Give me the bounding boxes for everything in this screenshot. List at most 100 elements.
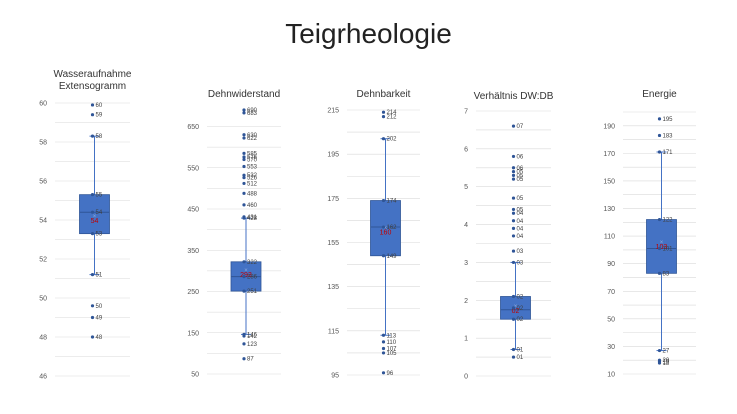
mean-label: 160 — [380, 229, 392, 236]
data-point-label: 488 — [247, 191, 258, 197]
y-tick-label: 70 — [607, 289, 615, 296]
y-tick-label: 60 — [39, 101, 47, 108]
data-point-label: 460 — [247, 203, 258, 209]
data-point — [381, 371, 386, 375]
y-tick-label: 50 — [607, 316, 615, 323]
panel-title: Energie — [642, 89, 677, 100]
data-point-label: 630 — [247, 133, 258, 139]
y-tick-label: 0 — [464, 374, 468, 381]
y-tick-label: 58 — [39, 140, 47, 147]
data-point-label: 107 — [387, 347, 398, 353]
data-point — [657, 246, 662, 251]
iqr-box — [370, 200, 401, 257]
y-tick-label: 1 — [464, 336, 468, 343]
panel-title: Dehnbarkeit — [357, 89, 411, 100]
data-point — [381, 225, 386, 229]
mean-marker: × — [514, 304, 518, 310]
data-point-label: 06 — [517, 154, 524, 160]
data-point-label: 01 — [517, 348, 524, 354]
y-tick-label: 215 — [327, 108, 339, 115]
data-point-label: 59 — [96, 113, 103, 119]
data-point — [242, 108, 246, 112]
data-point — [657, 133, 662, 138]
data-point — [242, 334, 246, 338]
data-point-label: 27 — [663, 349, 670, 355]
data-point — [242, 203, 246, 207]
data-point-label: 214 — [387, 110, 398, 116]
data-point — [242, 151, 246, 155]
data-point — [511, 234, 516, 238]
data-point-label: 576 — [247, 155, 258, 161]
data-point-label: 110 — [387, 340, 397, 346]
data-point — [511, 317, 516, 321]
data-point-label: 96 — [387, 371, 394, 377]
data-point-label: 195 — [663, 117, 674, 123]
data-point-label: 20 — [663, 358, 670, 364]
data-point-label: 532 — [247, 173, 258, 179]
data-point-label: 526 — [247, 176, 258, 182]
data-point — [657, 117, 662, 121]
mean-marker: × — [660, 240, 664, 246]
data-point-label: 101 — [663, 247, 674, 253]
data-point — [657, 361, 662, 365]
data-point-label: 585 — [247, 151, 258, 157]
data-point-label: 87 — [247, 357, 254, 363]
data-point — [511, 166, 516, 170]
y-tick-label: 190 — [603, 123, 615, 130]
panel-title: Wasseraufnahme — [54, 69, 132, 80]
data-point — [242, 342, 246, 346]
data-point — [242, 181, 246, 186]
y-tick-label: 50 — [39, 296, 47, 303]
data-point-label: 05 — [517, 173, 524, 179]
data-point-label: 07 — [517, 124, 524, 130]
y-tick-label: 115 — [328, 328, 339, 335]
panel-title: Verhältnis DW:DB — [474, 91, 554, 102]
y-tick-label: 48 — [39, 335, 47, 342]
boxplot-panel-2: Dehnwiderstand 50 150 250 350 450 550 650 ×293 69… — [187, 89, 281, 379]
y-tick-label: 50 — [191, 372, 199, 379]
y-tick-label: 150 — [187, 330, 199, 337]
data-point — [90, 210, 95, 214]
data-point — [242, 176, 246, 180]
data-point-label: 04 — [517, 226, 524, 232]
data-point-label: 02 — [517, 306, 524, 312]
data-point-label: 04 — [517, 234, 524, 240]
data-point — [242, 164, 246, 169]
y-tick-label: 350 — [187, 248, 199, 255]
iqr-box — [500, 296, 531, 320]
data-point-label: 105 — [387, 351, 398, 357]
y-tick-label: 56 — [39, 179, 47, 186]
data-point — [242, 155, 246, 159]
data-point — [242, 173, 246, 177]
data-point — [381, 333, 386, 337]
y-tick-label: 10 — [607, 372, 615, 379]
data-point — [511, 294, 516, 299]
data-point — [381, 137, 386, 141]
y-tick-label: 6 — [464, 146, 468, 153]
data-point-label: 51 — [96, 273, 103, 279]
data-point — [381, 115, 386, 119]
y-tick-label: 110 — [604, 234, 615, 241]
data-point-label: 18 — [663, 361, 670, 367]
data-point — [511, 177, 516, 181]
data-point — [657, 217, 662, 222]
data-point — [511, 355, 516, 359]
data-point — [381, 346, 386, 351]
data-point — [381, 110, 386, 114]
data-point — [657, 271, 662, 275]
iqr-box — [646, 219, 677, 274]
data-point-label: 123 — [247, 342, 258, 348]
mean-marker: × — [384, 225, 388, 231]
data-point — [242, 191, 246, 195]
y-tick-label: 7 — [464, 109, 468, 116]
data-point — [511, 211, 516, 215]
data-point-label: 48 — [96, 335, 103, 341]
mean-label: 02 — [512, 308, 520, 315]
data-point-label: 06 — [517, 166, 524, 172]
y-tick-label: 650 — [187, 124, 199, 131]
boxplot-panel-3: Dehnbarkeit 95 115 135 155 175 195 215 ×160 21421… — [327, 89, 420, 380]
data-point — [90, 304, 95, 308]
data-point — [90, 193, 95, 197]
data-point-label: 183 — [663, 133, 674, 139]
